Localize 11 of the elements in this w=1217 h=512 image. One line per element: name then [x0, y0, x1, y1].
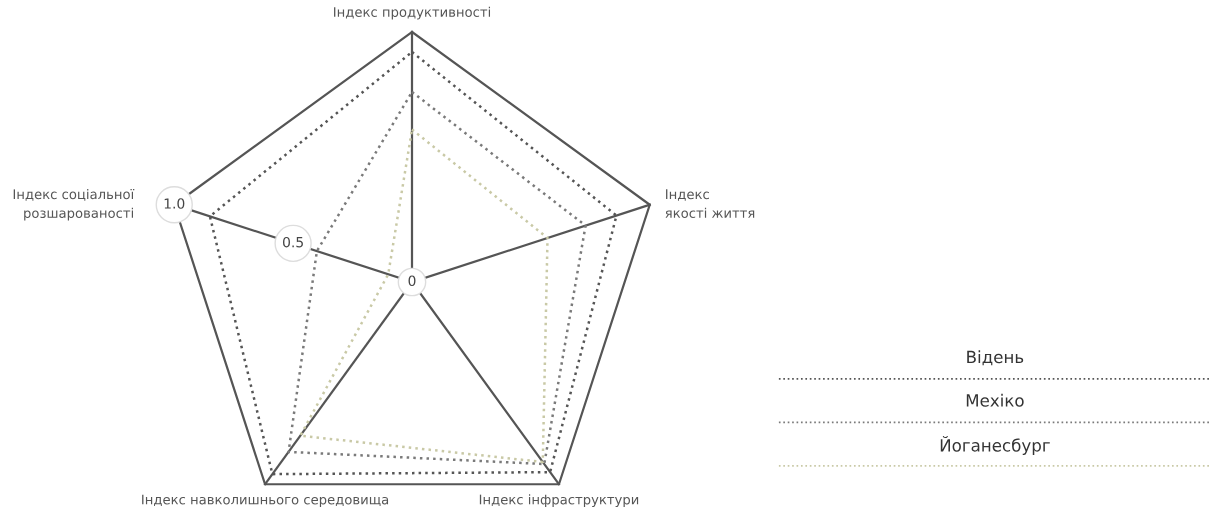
- y-tick-label: 0.5: [282, 236, 303, 248]
- spoke-label: Індекс навколишнього середовища: [142, 494, 389, 508]
- spoke-label: Індекс якості життя: [665, 189, 755, 218]
- spoke-label: Індекс соціальної розшарованості: [13, 188, 135, 221]
- text: Йоганесбург: [940, 435, 1050, 455]
- y-tick-label: 0: [408, 275, 416, 287]
- spoke-label: Індекс продуктивності: [334, 6, 491, 20]
- text: Мехіко: [966, 393, 1024, 407]
- text: Відень: [967, 350, 1024, 366]
- y-tick-label: 1.0: [164, 198, 185, 209]
- spoke-label: Індекс інфраструктури: [479, 494, 639, 508]
